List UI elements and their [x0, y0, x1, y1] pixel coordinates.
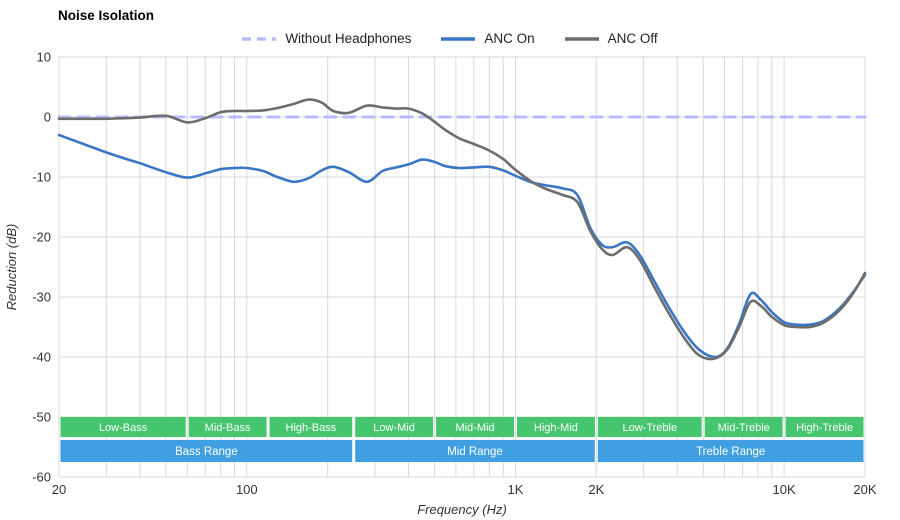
legend-item-anc-off[interactable]: ANC Off — [564, 31, 658, 46]
x-axis-title: Frequency (Hz) — [417, 502, 507, 517]
band-bass-range — [60, 440, 353, 462]
band-low-bass — [60, 417, 186, 437]
band-label-mid-range: Mid Range — [447, 446, 503, 458]
x-tick-label-2k: 2K — [588, 482, 604, 497]
band-mid-mid — [436, 417, 514, 437]
band-mid-bass — [188, 417, 267, 437]
y-tick-label--40: -40 — [32, 350, 51, 365]
band-mid-treble — [704, 417, 783, 437]
legend: Without Headphones ANC On ANC Off — [0, 31, 900, 46]
band-label-mid-bass: Mid-Bass — [205, 422, 251, 434]
x-tick-label-20k: 20K — [853, 482, 876, 497]
y-tick-label--10: -10 — [32, 170, 51, 185]
band-label-mid-treble: Mid-Treble — [718, 422, 770, 434]
band-label-treble-range: Treble Range — [696, 446, 765, 458]
band-label-low-treble: Low-Treble — [622, 422, 677, 434]
x-tick-label-100: 100 — [236, 482, 258, 497]
band-label-bass-range: Bass Range — [175, 446, 238, 458]
y-tick-label--30: -30 — [32, 290, 51, 305]
y-tick-label--60: -60 — [32, 470, 51, 485]
legend-swatch-anc-off-line-icon — [564, 36, 599, 41]
y-tick-label-0: 0 — [44, 110, 51, 125]
band-label-high-bass: High-Bass — [286, 422, 337, 434]
band-label-low-mid: Low-Mid — [373, 422, 415, 434]
chart-title: Noise Isolation — [58, 8, 155, 23]
x-tick-label-20: 20 — [52, 482, 66, 497]
y-tick-label--50: -50 — [32, 410, 51, 425]
band-low-mid — [355, 417, 434, 437]
y-tick-label--20: -20 — [32, 230, 51, 245]
band-treble-range — [597, 440, 864, 462]
x-tick-label-10k: 10K — [773, 482, 796, 497]
series-anc-on — [57, 133, 867, 359]
band-low-treble — [597, 417, 702, 437]
band-label-high-treble: High-Treble — [796, 422, 853, 434]
legend-item-anc-on[interactable]: ANC On — [441, 31, 535, 46]
band-high-bass — [269, 417, 353, 437]
y-axis-title: Reduction (dB) — [4, 224, 19, 311]
legend-swatch-without-headphones-line-icon — [242, 36, 277, 41]
legend-item-without-headphones[interactable]: Without Headphones — [242, 31, 411, 46]
legend-label: ANC Off — [607, 31, 658, 46]
band-label-high-mid: High-Mid — [534, 422, 578, 434]
band-label-low-bass: Low-Bass — [99, 422, 148, 434]
legend-swatch-anc-on-line-icon — [441, 36, 476, 41]
band-high-treble — [785, 417, 864, 437]
band-high-mid — [517, 417, 595, 437]
x-tick-label-1k: 1K — [508, 482, 524, 497]
series-anc-off — [57, 98, 867, 361]
y-tick-label-10: 10 — [37, 50, 51, 65]
legend-label: Without Headphones — [285, 31, 412, 46]
legend-label: ANC On — [484, 31, 535, 46]
band-label-mid-mid: Mid-Mid — [455, 422, 494, 434]
band-mid-range — [355, 440, 595, 462]
